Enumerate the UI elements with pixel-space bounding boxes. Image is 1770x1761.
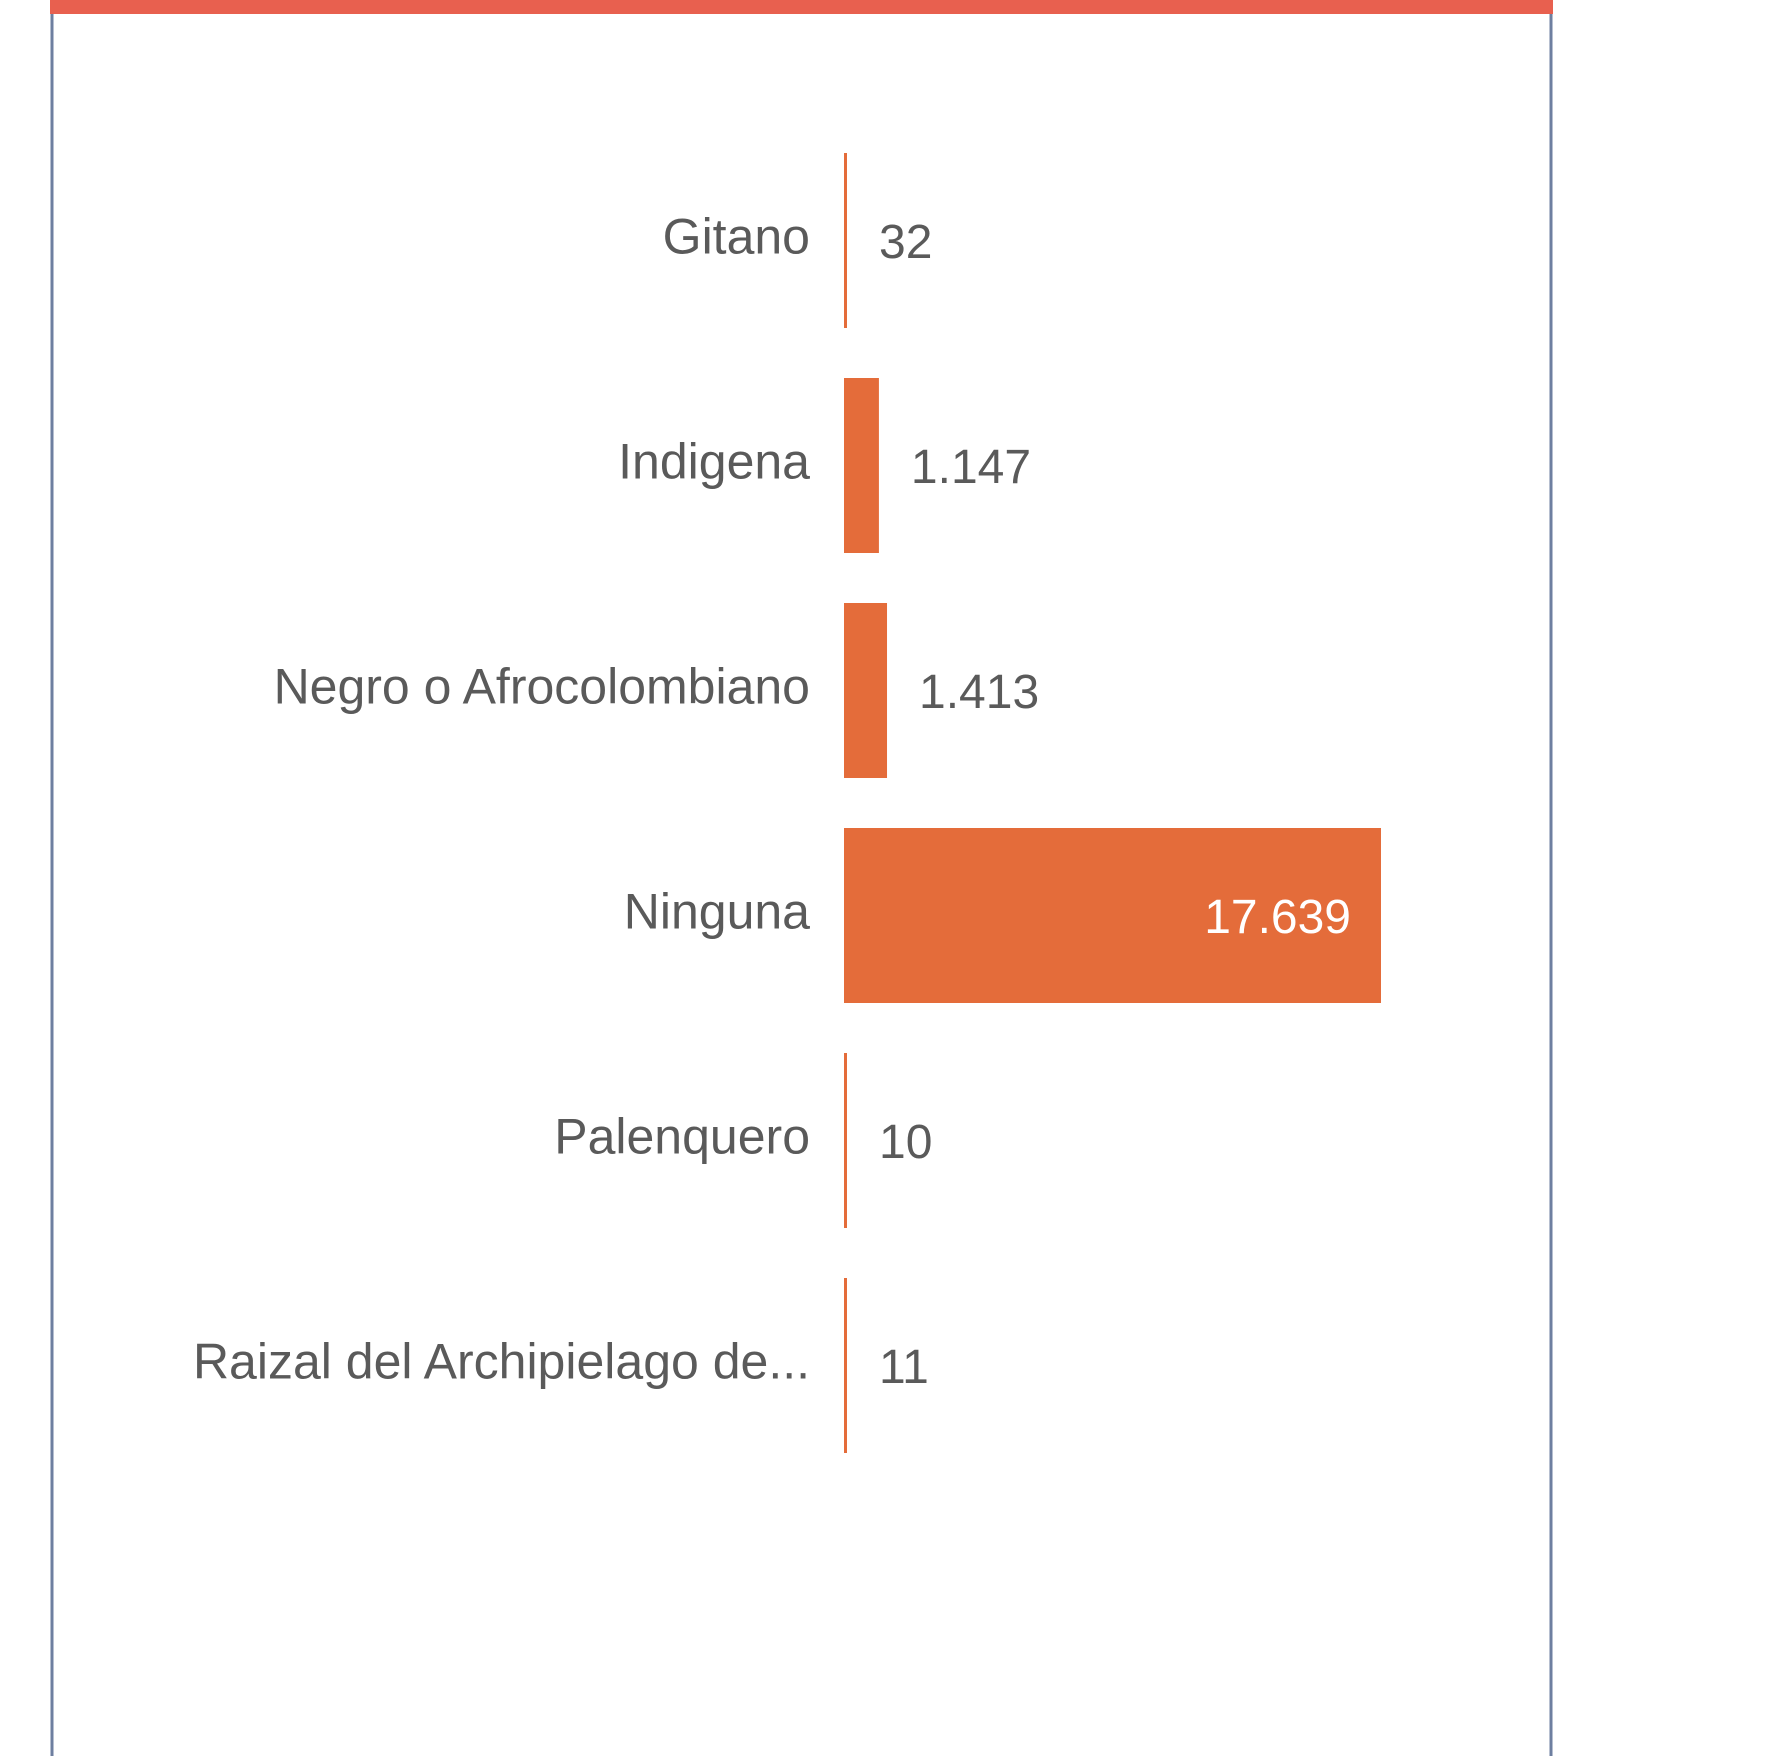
bar [844,153,847,328]
data-label: 11 [879,1341,929,1394]
data-label: 1.147 [911,441,1031,494]
category-label: Negro o Afrocolombiano [274,659,810,715]
category-label: Palenquero [554,1109,810,1165]
header-bar [50,0,1553,14]
category-label: Indigena [618,434,810,490]
data-label: 32 [879,216,932,269]
category-label: Ninguna [624,884,810,940]
bar [844,828,1381,1003]
data-label: 17.639 [1204,891,1351,944]
category-label: Raizal del Archipielago de... [193,1334,810,1390]
bar [844,1278,847,1453]
data-label: 10 [879,1116,932,1169]
bar [844,603,888,778]
bar [844,1053,847,1228]
category-label: Gitano [663,209,810,265]
data-label: 1.413 [919,666,1039,719]
bar [844,378,879,553]
